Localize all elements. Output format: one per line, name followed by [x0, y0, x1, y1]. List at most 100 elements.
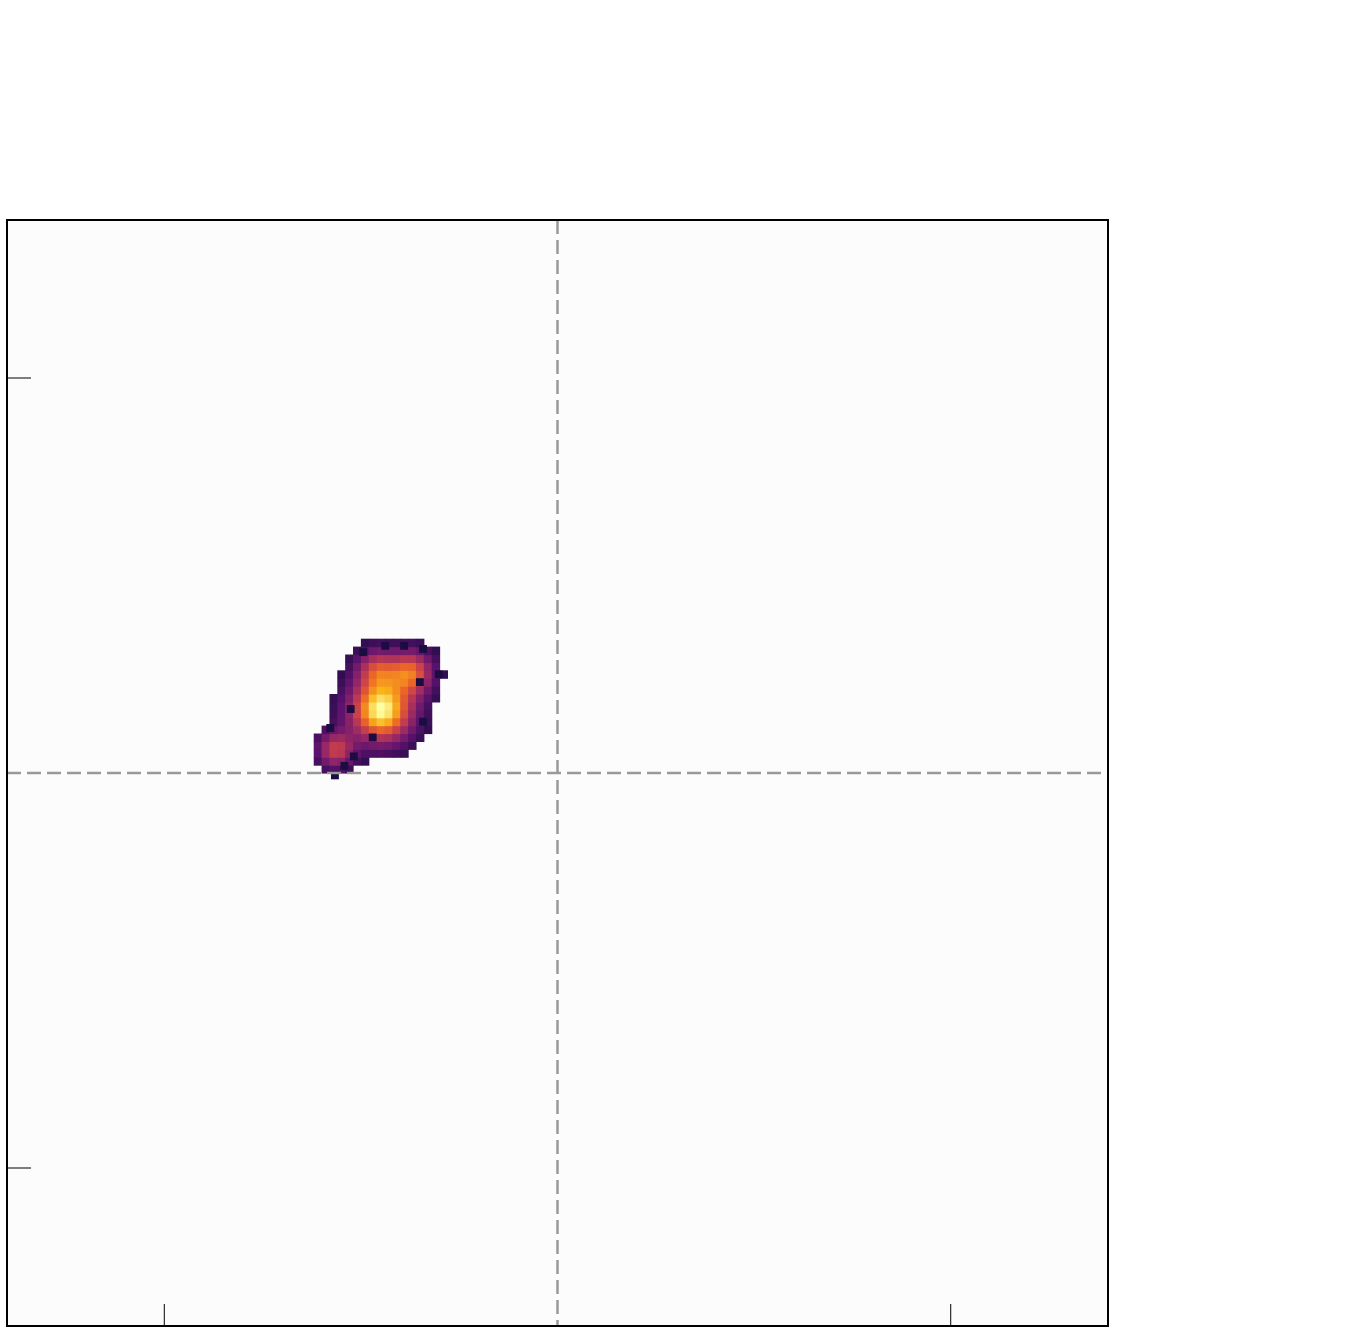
heatmap-cell: [360, 701, 370, 711]
heatmap-cell: [408, 638, 417, 648]
heatmap-cell: [423, 709, 433, 719]
heatmap-cell: [345, 717, 354, 727]
heatmap-cell: [400, 733, 409, 742]
heatmap-cell: [423, 701, 433, 711]
heatmap-cell: [368, 694, 378, 703]
heatmap-cell: [419, 645, 427, 653]
heatmap-cell: [353, 701, 362, 711]
heatmap-cell: [360, 709, 370, 719]
heatmap-cell: [321, 749, 331, 758]
heatmap-cell: [340, 761, 349, 770]
heatmap-cell: [384, 678, 393, 687]
heatmap-cell: [384, 725, 393, 735]
heatmap-cell: [313, 757, 323, 766]
heatmap-cell: [423, 670, 433, 679]
heatmap-cell: [400, 678, 409, 687]
heatmap-cell: [337, 757, 346, 766]
heatmap-cell: [331, 771, 339, 780]
heatmap-cell: [353, 678, 362, 687]
heatmap-cell: [415, 733, 425, 742]
heatmap-cell: [423, 725, 433, 735]
heatmap-cell: [359, 648, 368, 657]
heatmap-cell: [400, 709, 409, 719]
heatmap-cell: [376, 686, 386, 695]
heatmap-cell: [384, 662, 393, 671]
heatmap-cell: [321, 725, 331, 735]
heatmap-cell: [353, 757, 362, 766]
heatmap-cell: [400, 725, 409, 735]
heatmap-cell: [368, 678, 378, 687]
heatmap-cell: [408, 678, 417, 687]
heatmap-cell: [368, 646, 378, 656]
heatmap-cell: [326, 724, 335, 732]
heatmap-cell: [392, 741, 401, 750]
heatmap-cell: [415, 670, 425, 679]
heatmap-cell: [376, 701, 386, 711]
heatmap-cell: [360, 670, 370, 679]
heatmap-cell: [423, 678, 433, 687]
heatmap-cell: [353, 694, 362, 703]
heatmap-cell: [439, 670, 448, 679]
heatmap-cell: [392, 646, 401, 656]
heatmap-cell: [392, 670, 401, 679]
heatmap-cell: [415, 662, 425, 671]
heatmap-cell: [337, 717, 346, 727]
heatmap-cell: [360, 638, 370, 648]
heatmap-cell: [415, 725, 425, 735]
heatmap-cell: [368, 686, 378, 695]
heatmap-cell: [392, 662, 401, 671]
heatmap-cell: [415, 709, 425, 719]
heatmap-cell: [360, 662, 370, 671]
heatmap-cell: [313, 733, 323, 742]
heatmap-cell: [392, 725, 401, 735]
heatmap-cell: [321, 741, 331, 750]
heatmap-cell: [368, 741, 378, 750]
heatmap-cell: [360, 741, 370, 750]
heatmap-cell: [313, 749, 323, 758]
heatmap-cell: [400, 749, 409, 758]
heatmap-cell: [431, 662, 441, 671]
heatmap-cell: [408, 686, 417, 695]
heatmap-cells: [313, 638, 448, 780]
heatmap-cell: [384, 717, 393, 727]
heatmap-cell: [368, 717, 378, 727]
heatmap-cell: [345, 733, 354, 742]
heatmap-cell: [329, 701, 338, 711]
heatmap-cell: [400, 662, 409, 671]
heatmap-cell: [353, 670, 362, 679]
heatmap-cell: [368, 733, 377, 742]
heatmap-cell: [376, 741, 386, 750]
heatmap-cell: [345, 757, 354, 766]
heatmap-cell: [337, 670, 346, 679]
heatmap-cell: [408, 654, 417, 663]
heatmap-cell: [353, 686, 362, 695]
heatmap-cell: [345, 662, 354, 671]
heatmap-cell: [376, 694, 386, 703]
heatmap-cell: [384, 741, 393, 750]
heatmap-cell: [360, 678, 370, 687]
heatmap-cell: [360, 694, 370, 703]
heatmap-cell: [360, 654, 370, 663]
heatmap-cell: [400, 670, 409, 679]
heatmap-cell: [345, 694, 354, 703]
heatmap-cell: [368, 654, 378, 663]
heatmap-cell: [376, 717, 386, 727]
heatmap-cell: [400, 701, 409, 711]
heatmap-cell: [408, 725, 417, 735]
heatmap-cell: [337, 709, 346, 719]
heatmap-cell: [392, 638, 401, 648]
heatmap-cell: [423, 662, 433, 671]
heatmap-cell: [360, 733, 370, 742]
heatmap-cell: [337, 749, 346, 758]
heatmap-cell: [434, 670, 443, 679]
heatmap-cell: [353, 709, 362, 719]
heatmap-cell: [384, 686, 393, 695]
heatmap-cell: [337, 725, 346, 735]
heatmap-cell: [329, 709, 338, 719]
heatmap-cell: [337, 678, 346, 687]
heatmap-cell: [384, 749, 393, 758]
heatmap-cell: [415, 686, 425, 695]
heatmap-cell: [321, 765, 331, 774]
heatmap-cell: [368, 670, 378, 679]
